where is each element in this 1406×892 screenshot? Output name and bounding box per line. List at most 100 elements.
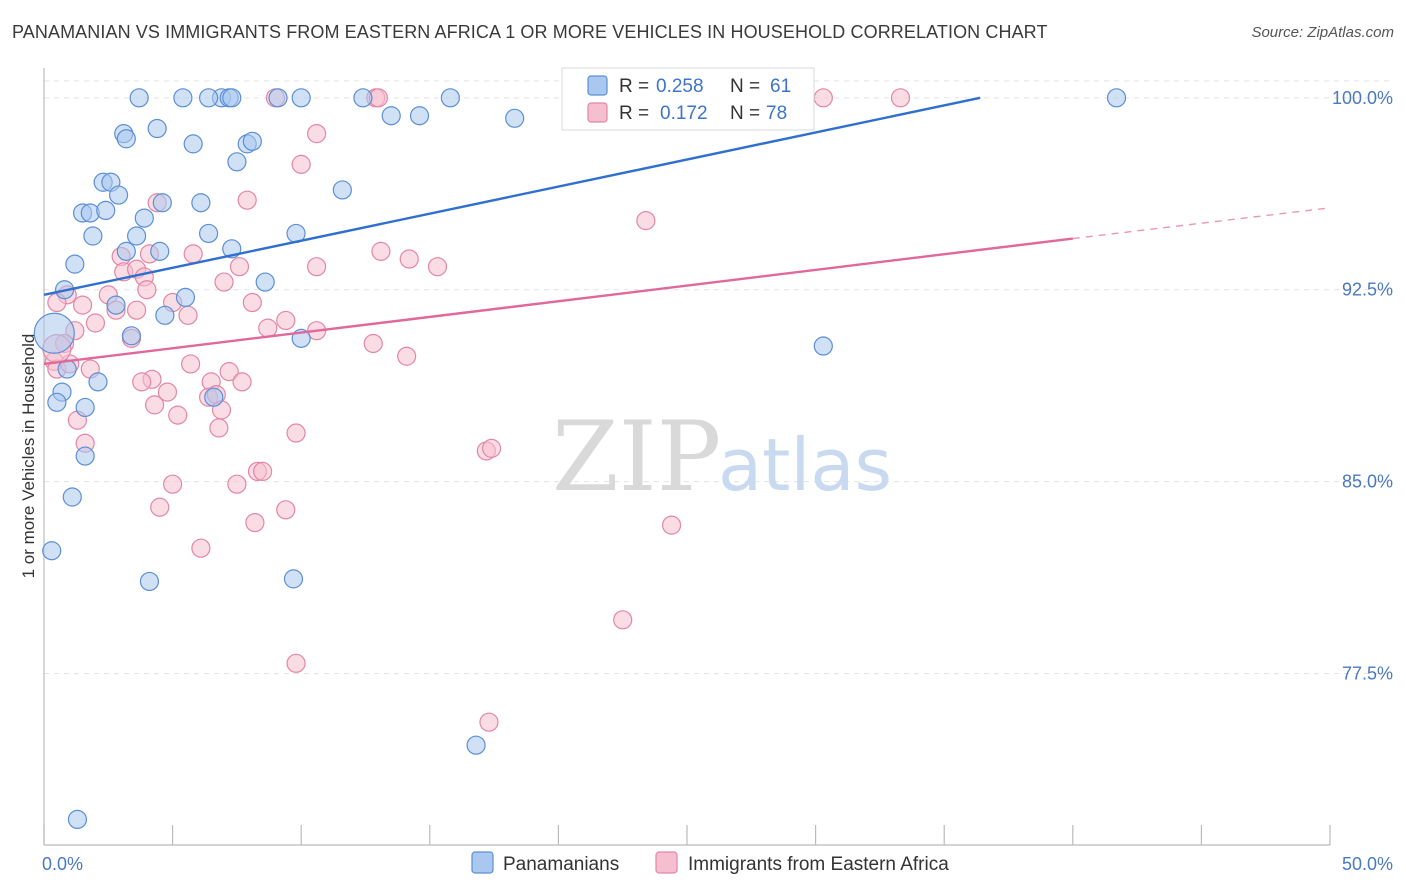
- point-panamanians: [96, 200, 116, 221]
- point-panamanians: [440, 88, 460, 108]
- point-panamanians: [152, 193, 172, 213]
- y-axis-title: 1 or more Vehicles in Household: [19, 334, 38, 579]
- point-immigrants: [242, 292, 262, 313]
- point-panamanians: [175, 287, 196, 308]
- point-panamanians: [106, 295, 126, 315]
- point-immigrants: [276, 500, 296, 520]
- point-panamanians: [242, 131, 262, 151]
- point-panamanians: [466, 735, 486, 755]
- point-panamanians: [199, 223, 219, 244]
- point-immigrants: [209, 418, 229, 438]
- point-immigrants: [479, 712, 499, 732]
- point-immigrants: [126, 300, 147, 320]
- legend-swatch-immigrants: [587, 102, 608, 123]
- point-immigrants: [481, 438, 502, 458]
- point-panamanians: [121, 326, 142, 346]
- point-panamanians: [42, 541, 62, 561]
- point-immigrants: [181, 354, 201, 374]
- point-panamanians: [116, 241, 136, 261]
- y-tick-label: 85.0%: [1342, 472, 1393, 492]
- point-immigrants: [397, 346, 417, 366]
- point-panamanians: [199, 88, 219, 108]
- point-panamanians: [813, 336, 833, 356]
- point-immigrants: [237, 190, 257, 210]
- point-panamanians: [155, 305, 175, 325]
- point-immigrants: [191, 538, 211, 558]
- series-panamanians: [33, 88, 1127, 830]
- point-panamanians: [268, 88, 288, 108]
- point-panamanians: [75, 446, 95, 466]
- tick-labels: 100.0% 92.5% 85.0% 77.5% 0.0% 50.0%: [42, 88, 1393, 874]
- point-immigrants: [144, 395, 165, 415]
- point-immigrants: [307, 257, 327, 277]
- point-immigrants: [232, 372, 252, 392]
- legend-r-value-2: 0.172: [660, 103, 708, 124]
- point-panamanians: [62, 487, 82, 507]
- series-immigrants-eastern-africa: [42, 88, 911, 732]
- point-immigrants: [363, 333, 383, 354]
- source-credit: Source: ZipAtlas.com: [1251, 24, 1394, 41]
- point-panamanians: [150, 241, 170, 261]
- bottom-legend-label-panamanians: Panamanians: [503, 854, 619, 875]
- axes: [43, 68, 1331, 846]
- y-tick-label: 100.0%: [1332, 88, 1393, 108]
- point-panamanians: [409, 106, 430, 126]
- legend-swatch-panamanians: [587, 75, 608, 96]
- bottom-legend-label-immigrants: Immigrants from Eastern Africa: [688, 854, 949, 875]
- point-panamanians: [65, 254, 85, 274]
- trend-line-panamanians: [43, 96, 981, 297]
- point-immigrants: [227, 474, 247, 494]
- point-panamanians: [204, 387, 224, 407]
- point-immigrants: [157, 382, 178, 402]
- legend-r-label-1: R =: [619, 76, 649, 97]
- trend-lines: [43, 96, 1331, 366]
- point-panamanians: [1106, 88, 1127, 108]
- point-panamanians: [129, 88, 149, 108]
- point-panamanians: [227, 152, 247, 172]
- point-immigrants: [72, 295, 93, 315]
- point-panamanians: [255, 272, 275, 292]
- point-panamanians: [353, 88, 373, 108]
- point-panamanians: [173, 88, 193, 108]
- point-panamanians: [332, 180, 352, 200]
- stats-legend: R = 0.258 N = 61 R = 0.172 N = 78: [561, 67, 815, 131]
- point-panamanians: [147, 118, 167, 139]
- point-panamanians: [67, 809, 88, 830]
- bottom-legend-swatch-immigrants: [655, 851, 678, 874]
- point-panamanians: [283, 569, 304, 589]
- point-immigrants: [399, 249, 419, 269]
- point-immigrants: [636, 211, 656, 231]
- point-panamanians: [108, 185, 129, 205]
- point-immigrants: [229, 257, 250, 277]
- point-immigrants: [163, 474, 183, 494]
- point-immigrants: [371, 241, 391, 261]
- point-immigrants: [253, 461, 273, 482]
- point-immigrants: [286, 653, 306, 673]
- x-tick-label: 50.0%: [1342, 854, 1393, 874]
- point-panamanians: [88, 372, 108, 392]
- point-immigrants: [258, 318, 278, 338]
- point-immigrants: [214, 272, 234, 292]
- point-immigrants: [183, 244, 203, 264]
- point-panamanians: [134, 208, 154, 228]
- series-legend: Panamanians Immigrants from Eastern Afri…: [471, 851, 949, 875]
- chart-title: PANAMANIAN VS IMMIGRANTS FROM EASTERN AF…: [12, 22, 1048, 42]
- legend-n-label-2: N =: [730, 103, 760, 124]
- y-tick-label: 77.5%: [1342, 664, 1393, 684]
- point-panamanians: [381, 106, 401, 126]
- point-panamanians: [139, 571, 160, 592]
- point-immigrants: [219, 362, 239, 382]
- point-immigrants: [307, 124, 327, 144]
- point-panamanians: [183, 134, 203, 154]
- legend-n-label-1: N =: [730, 76, 760, 97]
- point-panamanians: [505, 108, 525, 128]
- point-panamanians: [47, 392, 67, 412]
- point-immigrants: [890, 88, 911, 108]
- point-immigrants: [813, 88, 833, 108]
- point-immigrants: [245, 512, 265, 533]
- point-panamanians: [191, 193, 211, 213]
- point-immigrants: [291, 154, 311, 174]
- point-immigrants: [168, 405, 188, 425]
- legend-n-value-1: 61: [770, 76, 791, 97]
- point-panamanians: [291, 88, 311, 108]
